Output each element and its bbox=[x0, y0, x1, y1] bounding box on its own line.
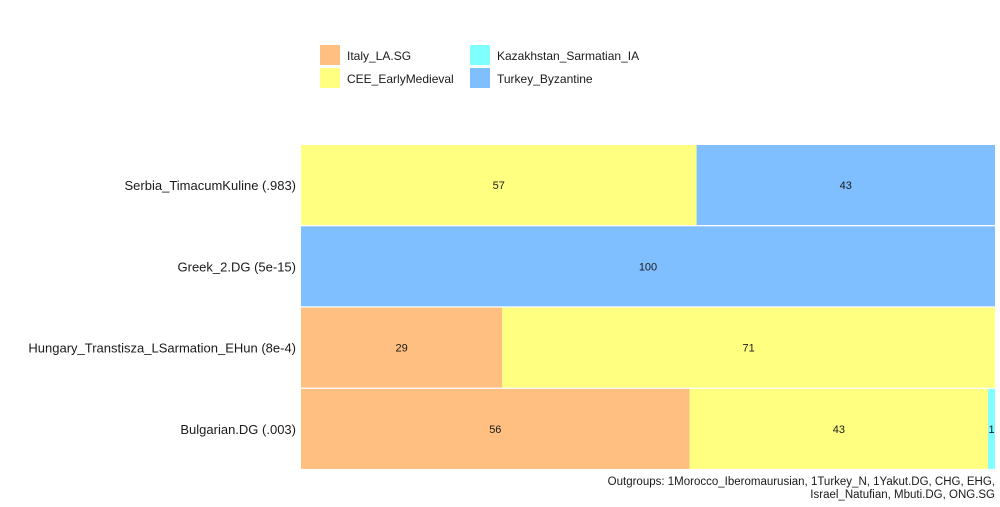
data-label: 56 bbox=[489, 424, 501, 436]
category-label: Hungary_Transtisza_LSarmation_EHun (8e-4… bbox=[28, 341, 296, 356]
bar-segment bbox=[696, 145, 995, 225]
category-label: Greek_2.DG (5e-15) bbox=[178, 259, 297, 274]
bar-segment bbox=[301, 307, 503, 388]
data-label: 57 bbox=[493, 180, 505, 192]
data-label: 71 bbox=[743, 343, 755, 355]
data-label: 1 bbox=[988, 424, 994, 436]
legend-swatch bbox=[320, 68, 340, 88]
data-label: 29 bbox=[396, 343, 408, 355]
legend-label: Italy_LA.SG bbox=[347, 49, 411, 63]
outgroups-annotation: Outgroups: 1Morocco_Iberomaurusian, 1Tur… bbox=[608, 476, 995, 488]
legend-label: Turkey_Byzantine bbox=[497, 72, 593, 86]
bar-segment bbox=[301, 226, 995, 307]
category-label: Bulgarian.DG (.003) bbox=[180, 422, 296, 437]
bar-segment bbox=[689, 388, 989, 469]
data-label: 100 bbox=[639, 261, 657, 273]
bar-segment bbox=[301, 145, 697, 225]
bar-segment bbox=[502, 307, 995, 388]
outgroups-annotation: Israel_Natufian, Mbuti.DG, ONG.SG bbox=[810, 489, 995, 501]
legend-label: Kazakhstan_Sarmatian_IA bbox=[497, 49, 639, 63]
category-label: Serbia_TimacumKuline (.983) bbox=[125, 178, 296, 193]
bar-segment bbox=[988, 388, 995, 469]
data-label: 43 bbox=[833, 424, 845, 436]
legend-swatch bbox=[470, 68, 490, 88]
bar-segment bbox=[301, 388, 690, 469]
data-label: 43 bbox=[840, 180, 852, 192]
legend-label: CEE_EarlyMedieval bbox=[347, 72, 454, 86]
legend-swatch bbox=[470, 45, 490, 65]
legend-swatch bbox=[320, 45, 340, 65]
